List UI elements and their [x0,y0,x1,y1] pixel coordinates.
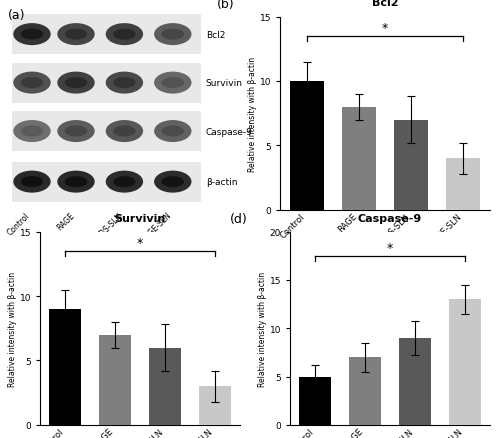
Bar [398,338,431,425]
Ellipse shape [106,24,143,46]
Ellipse shape [106,171,143,193]
Ellipse shape [21,78,43,89]
Bar [49,309,82,425]
Ellipse shape [14,121,51,143]
FancyBboxPatch shape [12,112,202,152]
Title: Bcl2: Bcl2 [372,0,398,8]
Text: (a): (a) [8,9,25,22]
Text: Control: Control [6,211,32,237]
FancyBboxPatch shape [12,64,202,103]
Ellipse shape [14,24,51,46]
Ellipse shape [113,78,136,89]
Y-axis label: Relative intensity with β-actin: Relative intensity with β-actin [248,57,256,171]
Ellipse shape [162,78,184,89]
Ellipse shape [58,171,94,193]
Text: *: * [382,22,388,35]
Ellipse shape [21,29,43,41]
Text: Caspase-9: Caspase-9 [206,127,252,136]
Ellipse shape [14,171,51,193]
Text: *: * [137,237,143,250]
Ellipse shape [154,171,192,193]
Ellipse shape [65,126,87,137]
Bar [299,377,332,425]
Text: Bcl2: Bcl2 [206,31,225,39]
Ellipse shape [58,72,94,94]
Ellipse shape [113,29,136,41]
Text: RAGE: RAGE [55,211,76,232]
Ellipse shape [154,121,192,143]
Bar [394,120,428,210]
Text: *: * [387,241,393,254]
Ellipse shape [162,177,184,188]
Text: β-actin: β-actin [206,178,238,187]
Ellipse shape [154,72,192,94]
Ellipse shape [58,121,94,143]
Title: Caspase-9: Caspase-9 [358,213,422,223]
Bar [446,159,480,210]
Text: DADS-RAGE-SLN: DADS-RAGE-SLN [122,211,173,261]
Ellipse shape [113,126,136,137]
Text: (b): (b) [217,0,234,11]
Bar [290,82,324,210]
Ellipse shape [65,29,87,41]
Bar [349,357,382,425]
Ellipse shape [14,72,51,94]
FancyBboxPatch shape [12,162,202,202]
Ellipse shape [113,177,136,188]
Y-axis label: Relative intensity with β-actin: Relative intensity with β-actin [258,271,266,386]
Ellipse shape [106,121,143,143]
Ellipse shape [21,126,43,137]
Bar [198,386,231,425]
Ellipse shape [162,126,184,137]
Bar [148,348,181,425]
Ellipse shape [106,72,143,94]
Ellipse shape [154,24,192,46]
Ellipse shape [65,177,87,188]
Bar [342,107,376,210]
Text: DADS-SLN: DADS-SLN [90,211,124,244]
Text: Survivin: Survivin [206,79,243,88]
Ellipse shape [58,24,94,46]
Y-axis label: Relative intensity with β-actin: Relative intensity with β-actin [8,271,16,386]
Title: Survivin: Survivin [114,213,166,223]
Ellipse shape [65,78,87,89]
Bar [448,300,481,425]
FancyBboxPatch shape [12,15,202,55]
Ellipse shape [21,177,43,188]
Text: (d): (d) [230,213,248,226]
Ellipse shape [162,29,184,41]
Bar [99,335,132,425]
